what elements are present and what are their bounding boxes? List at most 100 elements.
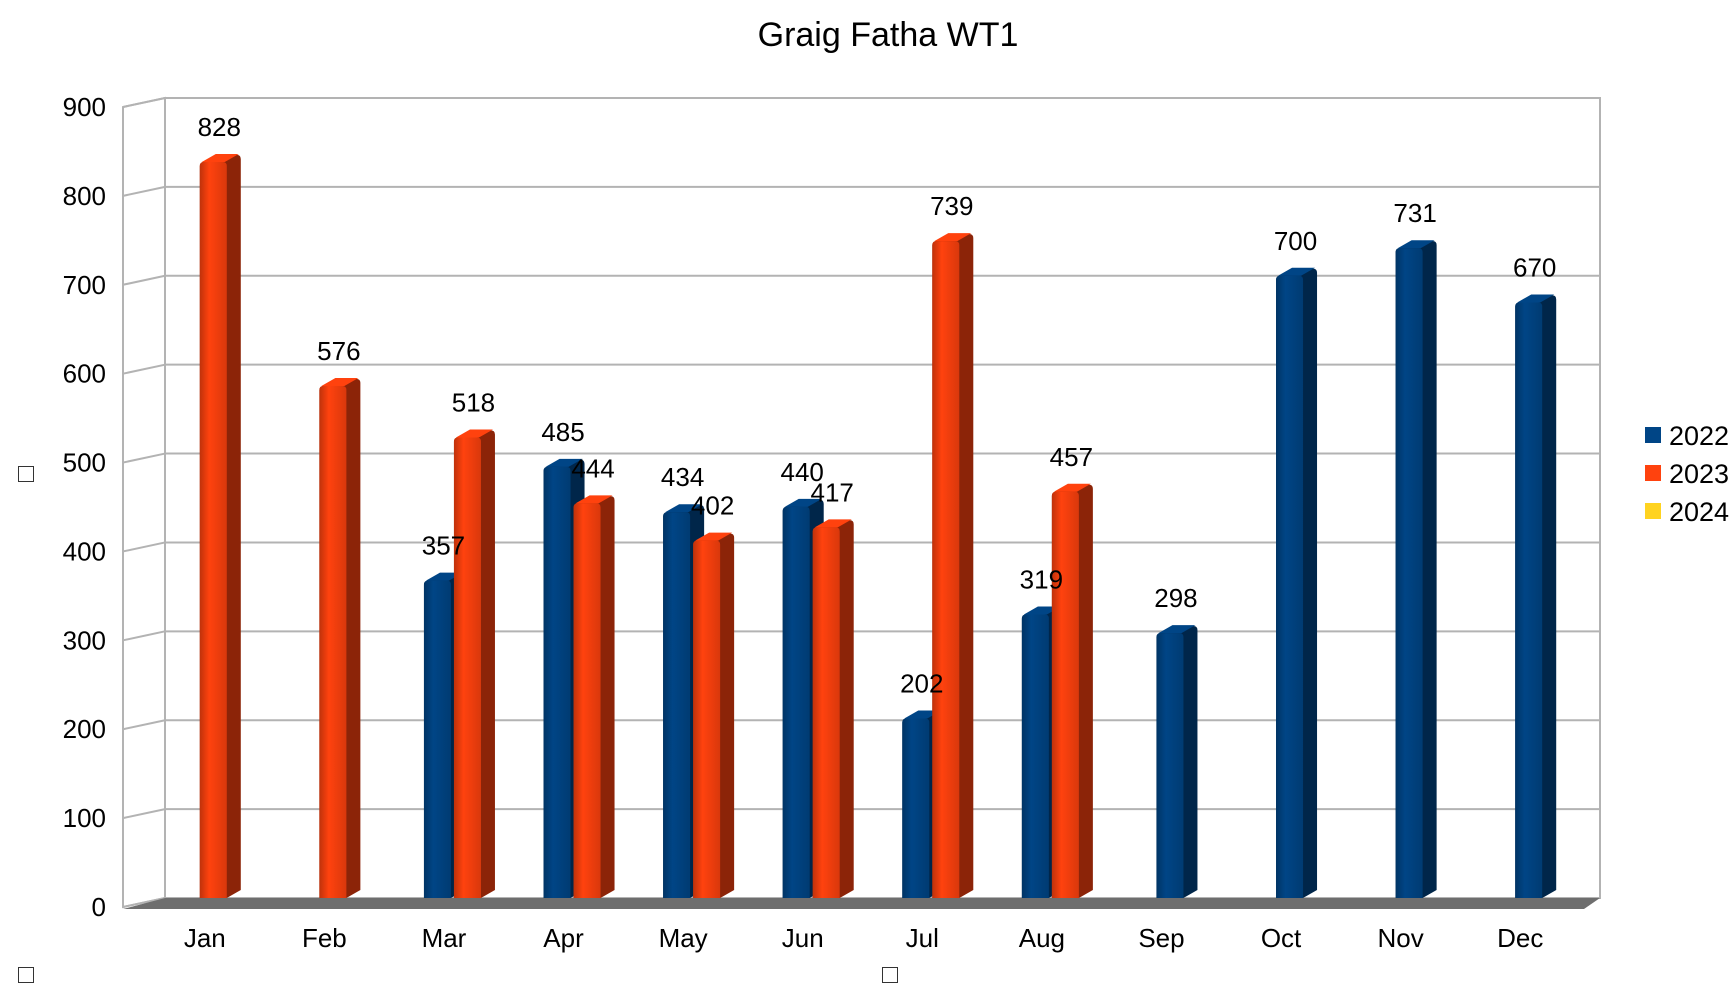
data-label: 298 <box>1154 583 1197 613</box>
bar-cap <box>814 519 852 528</box>
y-axis-ticks: 0 100 200 300 400 500 600 700 800 900 <box>63 92 106 922</box>
legend-swatch <box>1645 503 1661 519</box>
bar <box>902 718 930 898</box>
y-tick-label: 400 <box>63 536 106 566</box>
y-tick-label: 0 <box>92 892 106 922</box>
x-axis-ticks: Jan Feb Mar Apr May Jun Jul Aug Sep Oct Nov Dec <box>184 923 1544 953</box>
floor-plane <box>123 898 1600 909</box>
chart-floor <box>123 898 1600 909</box>
x-tick-label: Jun <box>782 923 824 953</box>
y-tick-label: 200 <box>63 714 106 744</box>
bar <box>1021 614 1049 898</box>
bar <box>693 540 721 898</box>
y-tick-label: 500 <box>63 448 106 478</box>
data-label: 357 <box>422 531 465 561</box>
bar-cap <box>1023 606 1061 615</box>
bar-cap <box>784 498 822 507</box>
bar-cap <box>695 532 733 541</box>
legend: 2022 2023 2024 <box>1645 421 1729 527</box>
gridline-side <box>122 630 166 642</box>
bar-cap <box>904 710 942 719</box>
back-wall <box>164 97 1601 899</box>
bar <box>1395 248 1423 898</box>
gridline-side <box>122 363 166 375</box>
data-label: 576 <box>317 336 360 366</box>
bar <box>453 437 481 898</box>
legend-swatch <box>1645 427 1661 443</box>
data-label: 518 <box>452 388 495 418</box>
bar <box>1515 302 1543 898</box>
y-tick-label: 300 <box>63 625 106 655</box>
data-label: 417 <box>811 477 854 507</box>
chart-title: Graig Fatha WT1 <box>758 16 1019 54</box>
legend-label: 2024 <box>1669 497 1729 527</box>
data-label: 739 <box>930 191 973 221</box>
gridline-side <box>122 808 166 820</box>
gridline-side <box>122 97 166 108</box>
bar-cap <box>665 504 703 513</box>
x-tick-label: Nov <box>1378 923 1424 953</box>
data-label: 828 <box>198 112 241 142</box>
x-tick-label: Oct <box>1261 923 1302 953</box>
y-tick-label: 800 <box>63 181 106 211</box>
x-tick-label: Jul <box>906 923 939 953</box>
bar-cap <box>1158 625 1196 634</box>
placeholder-glyph <box>18 967 34 983</box>
bar-cap <box>1517 294 1555 303</box>
bar-cap <box>934 233 972 242</box>
gridline-side <box>122 541 166 553</box>
bar <box>663 512 691 898</box>
placeholder-glyph <box>18 466 34 482</box>
x-tick-label: Jan <box>184 923 226 953</box>
legend-label: 2022 <box>1669 421 1729 451</box>
bar <box>199 162 227 898</box>
x-tick-label: May <box>659 923 708 953</box>
bar-cap <box>1278 267 1316 276</box>
bar <box>543 466 571 898</box>
x-tick-label: Apr <box>543 923 584 953</box>
x-tick-label: Feb <box>302 923 347 953</box>
gridline-side <box>122 897 166 908</box>
y-tick-label: 100 <box>63 803 106 833</box>
x-tick-label: Sep <box>1138 923 1184 953</box>
bar-cap <box>545 458 583 467</box>
bar-cap <box>1397 240 1435 249</box>
bar <box>1156 633 1184 898</box>
data-label: 457 <box>1050 442 1093 472</box>
data-label: 434 <box>661 462 704 492</box>
y-tick-label: 600 <box>63 359 106 389</box>
bar <box>932 241 960 899</box>
legend-swatch <box>1645 465 1661 481</box>
placeholder-glyph <box>882 967 898 983</box>
gridline-side <box>122 452 166 464</box>
bar-cap <box>321 378 359 386</box>
bars <box>199 154 1557 899</box>
data-label: 700 <box>1274 226 1317 256</box>
chart-walls <box>122 96 1601 909</box>
bar <box>573 503 601 898</box>
data-label: 731 <box>1393 198 1436 228</box>
data-label: 440 <box>781 457 824 487</box>
bar <box>1051 491 1079 898</box>
gridline-side <box>122 274 166 286</box>
data-label: 202 <box>900 668 943 698</box>
bar-cap <box>575 495 613 504</box>
y-tick-label: 700 <box>63 270 106 300</box>
x-tick-label: Aug <box>1019 923 1065 953</box>
gridline-side <box>122 185 166 197</box>
data-label: 485 <box>541 417 584 447</box>
bar <box>1276 275 1304 898</box>
legend-label: 2023 <box>1669 459 1729 489</box>
bar <box>423 580 451 898</box>
data-label: 402 <box>691 491 734 521</box>
y-tick-label: 900 <box>63 92 106 122</box>
data-label: 670 <box>1513 252 1556 282</box>
bar-cap <box>201 154 239 162</box>
bar <box>782 506 810 898</box>
gridline-side <box>122 719 166 731</box>
data-label: 444 <box>571 453 614 483</box>
gridlines <box>122 97 1600 908</box>
bar <box>319 386 347 898</box>
